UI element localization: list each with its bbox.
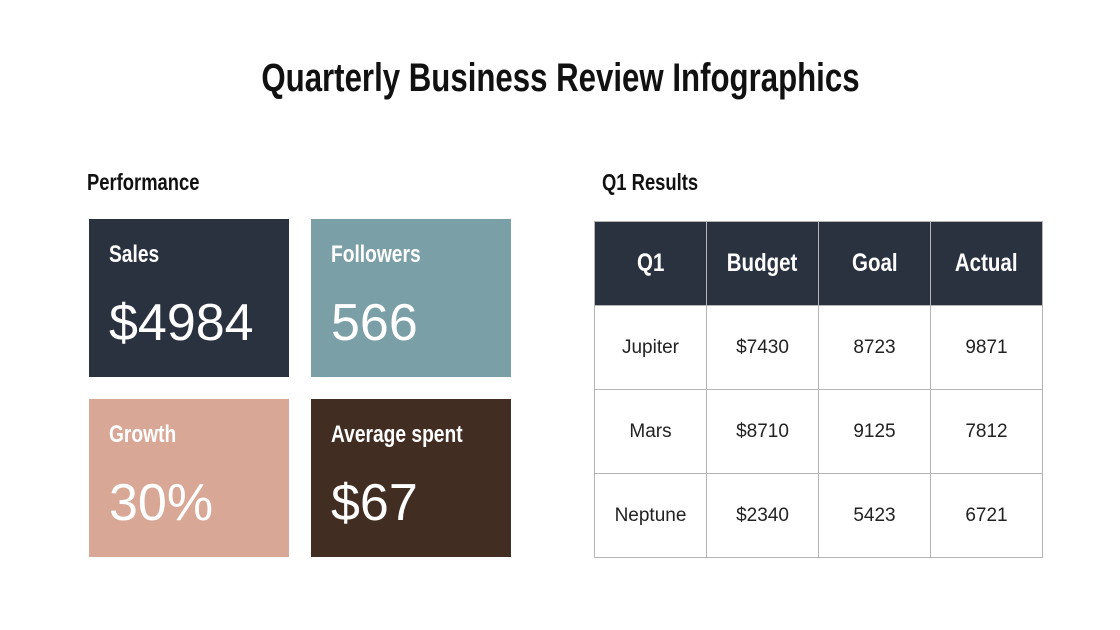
table-cell: Neptune bbox=[594, 473, 707, 558]
table-row: Neptune $2340 5423 6721 bbox=[594, 473, 1043, 558]
results-heading: Q1 Results bbox=[602, 169, 699, 195]
card-value: $67 bbox=[331, 474, 418, 532]
card-value: 566 bbox=[331, 294, 418, 352]
column-header: Budget bbox=[706, 221, 819, 306]
table-cell: $7430 bbox=[706, 305, 819, 390]
card-label: Sales bbox=[109, 241, 160, 268]
page-title: Quarterly Business Review Infographics bbox=[260, 56, 860, 100]
card-label: Average spent bbox=[331, 421, 463, 448]
growth-card: Growth 30% bbox=[89, 399, 289, 557]
sales-card: Sales $4984 bbox=[89, 219, 289, 377]
table-cell: 5423 bbox=[818, 473, 931, 558]
table-cell: 9871 bbox=[930, 305, 1043, 390]
table-cell: $2340 bbox=[706, 473, 819, 558]
card-label: Followers bbox=[331, 241, 421, 268]
table-cell: 8723 bbox=[818, 305, 931, 390]
card-value: $4984 bbox=[109, 294, 254, 352]
table-cell: Jupiter bbox=[594, 305, 707, 390]
column-header: Actual bbox=[930, 221, 1043, 306]
card-label: Growth bbox=[109, 421, 177, 448]
table-cell: 9125 bbox=[818, 389, 931, 474]
followers-card: Followers 566 bbox=[311, 219, 511, 377]
performance-heading: Performance bbox=[87, 169, 200, 195]
table-row: Jupiter $7430 8723 9871 bbox=[594, 305, 1043, 390]
q1-results-table: Q1 Budget Goal Actual Jupiter $7430 8723… bbox=[594, 221, 1043, 558]
column-header: Q1 bbox=[594, 221, 707, 306]
table-cell: 6721 bbox=[930, 473, 1043, 558]
average-spent-card: Average spent $67 bbox=[311, 399, 511, 557]
column-header: Goal bbox=[818, 221, 931, 306]
table-cell: $8710 bbox=[706, 389, 819, 474]
table-header-row: Q1 Budget Goal Actual bbox=[594, 221, 1043, 306]
table-row: Mars $8710 9125 7812 bbox=[594, 389, 1043, 474]
table-cell: 7812 bbox=[930, 389, 1043, 474]
table-cell: Mars bbox=[594, 389, 707, 474]
card-value: 30% bbox=[109, 474, 214, 532]
